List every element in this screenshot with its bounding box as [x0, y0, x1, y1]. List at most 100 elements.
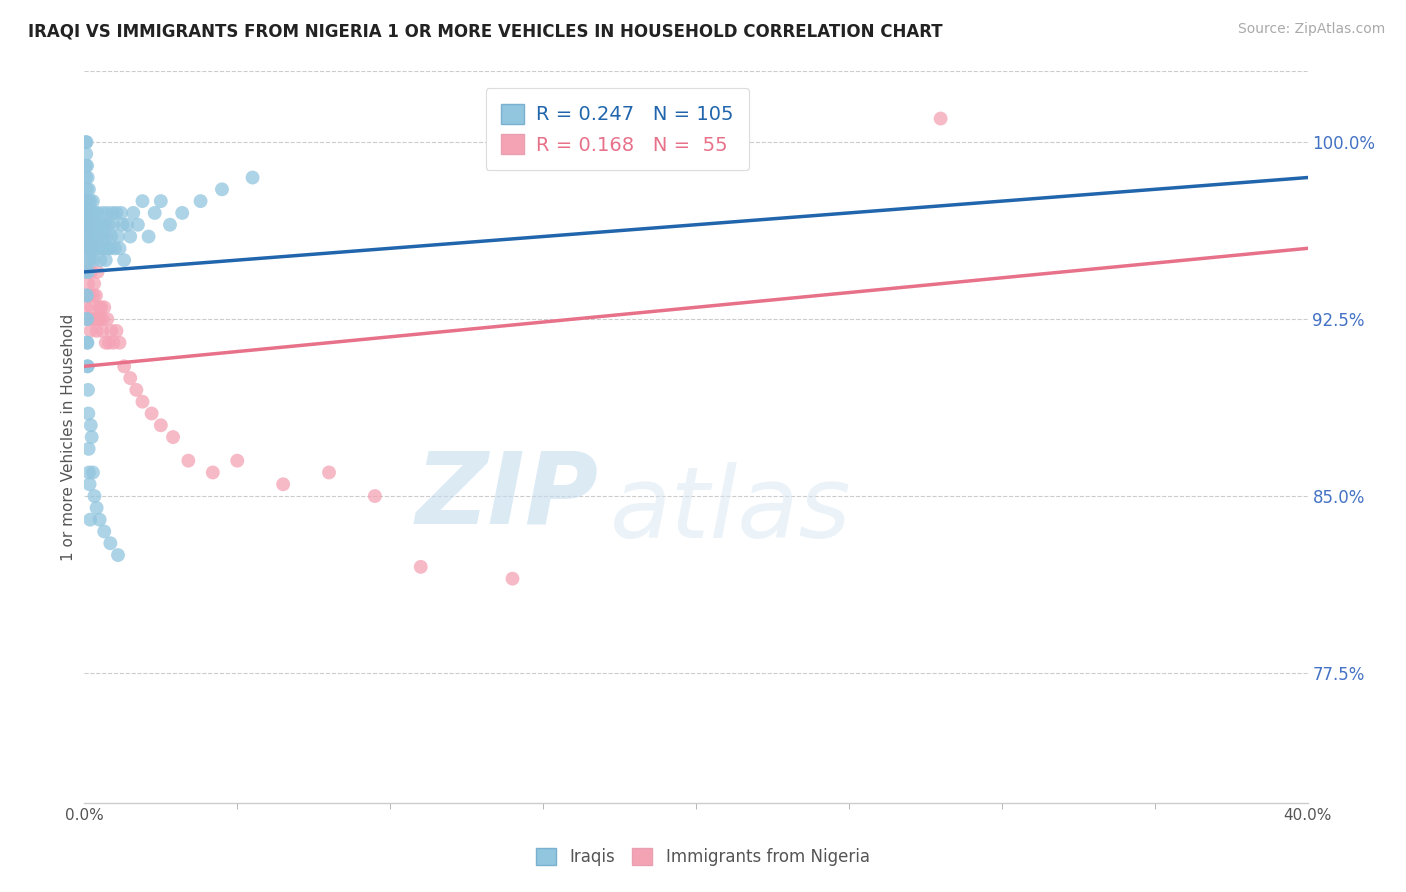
Point — [76, 288, 98, 302]
Point — [226, 453, 249, 467]
Point — [201, 466, 224, 480]
Y-axis label: 1 or more Vehicles in Household: 1 or more Vehicles in Household — [60, 313, 76, 561]
Point — [94, 218, 117, 232]
Point — [364, 489, 387, 503]
Point — [143, 206, 166, 220]
Point — [83, 288, 105, 302]
Point — [87, 241, 110, 255]
Point — [107, 548, 129, 562]
Point — [94, 253, 117, 268]
Point — [84, 312, 107, 326]
Point — [96, 206, 118, 220]
Point — [127, 218, 149, 232]
Point — [75, 159, 97, 173]
Point — [90, 218, 112, 232]
Point — [211, 182, 233, 196]
Point — [131, 394, 153, 409]
Point — [79, 194, 101, 208]
Point — [76, 159, 98, 173]
Point — [98, 536, 121, 550]
Point — [93, 524, 115, 539]
Point — [86, 500, 108, 515]
Point — [77, 218, 100, 232]
Point — [80, 430, 103, 444]
Point — [86, 324, 108, 338]
Point — [76, 241, 98, 255]
Point — [76, 218, 98, 232]
Point — [93, 241, 115, 255]
Point — [79, 241, 101, 255]
Point — [318, 466, 340, 480]
Point — [75, 265, 97, 279]
Point — [76, 194, 98, 208]
Point — [125, 383, 148, 397]
Point — [929, 112, 952, 126]
Point — [100, 229, 122, 244]
Point — [96, 312, 118, 326]
Point — [77, 229, 100, 244]
Point — [76, 312, 98, 326]
Point — [83, 489, 105, 503]
Point — [77, 182, 100, 196]
Point — [90, 301, 112, 315]
Point — [190, 194, 212, 208]
Point — [76, 312, 98, 326]
Point — [162, 430, 184, 444]
Point — [83, 241, 105, 255]
Point — [80, 241, 103, 255]
Point — [79, 253, 101, 268]
Point — [83, 253, 105, 268]
Point — [112, 253, 135, 268]
Point — [75, 241, 97, 255]
Point — [75, 135, 97, 149]
Point — [76, 335, 98, 350]
Point — [75, 194, 97, 208]
Point — [115, 218, 138, 232]
Point — [89, 312, 111, 326]
Point — [83, 218, 105, 232]
Point — [103, 335, 125, 350]
Point — [172, 206, 194, 220]
Point — [77, 194, 100, 208]
Point — [111, 218, 134, 232]
Point — [76, 253, 98, 268]
Point — [77, 442, 100, 456]
Point — [76, 218, 98, 232]
Point — [94, 335, 117, 350]
Point — [120, 371, 142, 385]
Point — [80, 206, 103, 220]
Point — [83, 277, 105, 291]
Point — [75, 170, 97, 185]
Point — [82, 466, 104, 480]
Point — [82, 229, 104, 244]
Text: Source: ZipAtlas.com: Source: ZipAtlas.com — [1237, 22, 1385, 37]
Text: ZIP: ZIP — [415, 447, 598, 544]
Point — [97, 335, 120, 350]
Point — [77, 241, 100, 255]
Point — [76, 206, 98, 220]
Point — [108, 335, 131, 350]
Point — [141, 407, 163, 421]
Point — [75, 218, 97, 232]
Point — [79, 288, 101, 302]
Legend: Iraqis, Immigrants from Nigeria: Iraqis, Immigrants from Nigeria — [529, 840, 877, 875]
Point — [76, 135, 98, 149]
Point — [89, 513, 111, 527]
Point — [79, 324, 101, 338]
Point — [409, 559, 432, 574]
Point — [76, 359, 98, 374]
Point — [97, 241, 120, 255]
Point — [107, 229, 129, 244]
Point — [76, 335, 98, 350]
Point — [97, 218, 120, 232]
Point — [75, 194, 97, 208]
Point — [80, 241, 103, 255]
Point — [96, 229, 118, 244]
Point — [149, 418, 172, 433]
Point — [82, 312, 104, 326]
Point — [76, 229, 98, 244]
Point — [86, 206, 108, 220]
Point — [77, 218, 100, 232]
Point — [91, 206, 114, 220]
Point — [86, 229, 108, 244]
